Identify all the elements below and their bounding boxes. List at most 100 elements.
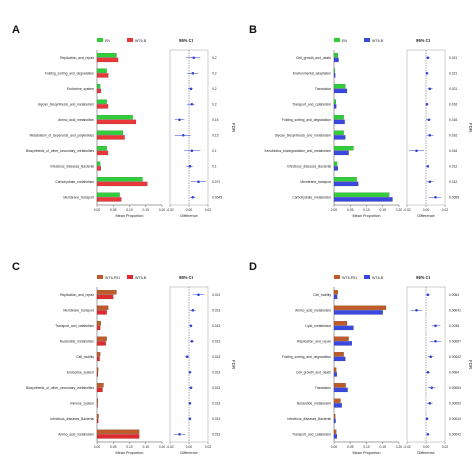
bar bbox=[333, 68, 336, 73]
x-tick-label: 0.02 bbox=[442, 445, 449, 449]
fdr-value: 0.1 bbox=[212, 164, 217, 168]
fdr-value: 0.013 bbox=[212, 417, 220, 421]
category-label: Infectious_diseases_Bacterial bbox=[50, 164, 94, 168]
fdr-label: FDR bbox=[468, 360, 473, 370]
fdr-value: 0.00062 bbox=[449, 355, 461, 359]
bar bbox=[333, 192, 390, 197]
legend-label: WT6-B bbox=[135, 276, 147, 280]
fdr-value: 0.016 bbox=[449, 133, 457, 137]
fdr-value: 0.012 bbox=[449, 180, 457, 184]
ci-point bbox=[178, 118, 181, 122]
x-tick-label: 0.10 bbox=[126, 208, 133, 212]
fdr-value: 0.00067 bbox=[449, 339, 461, 343]
x-tick-label: 0.05 bbox=[110, 208, 117, 212]
panel-c: C WT6-P51 WT6-B 95% CI Replication_and_repa… bbox=[0, 237, 237, 474]
bar bbox=[96, 352, 101, 357]
category-label: Amino_acid_metabolism bbox=[58, 432, 94, 436]
category-label: Cell_motility bbox=[76, 355, 94, 359]
bar bbox=[333, 336, 349, 341]
x-tick-label: 0.00 bbox=[423, 208, 430, 212]
ci-point bbox=[185, 355, 189, 359]
ci-point bbox=[188, 370, 192, 374]
x-tick-label: 0.10 bbox=[363, 208, 370, 212]
bar bbox=[333, 434, 337, 439]
bar bbox=[96, 310, 107, 315]
ci-point bbox=[434, 195, 437, 199]
x-tick-label: 0.02 bbox=[205, 208, 212, 212]
x-tick-label: 0.20 bbox=[396, 208, 403, 212]
bar bbox=[333, 341, 352, 346]
legend-swatch bbox=[364, 275, 370, 279]
category-label: Metabolism_of_terpenoids_and_polyketides bbox=[30, 133, 95, 137]
fdr-value: 0.013 bbox=[212, 432, 220, 436]
x-tick-label: 0.00 bbox=[331, 208, 338, 212]
category-label: Cell_growth_and_death bbox=[296, 370, 331, 374]
ci-point bbox=[178, 432, 181, 436]
x-axis-title: Difference bbox=[417, 214, 434, 218]
fdr-value: 0.2 bbox=[212, 102, 217, 106]
bar bbox=[96, 115, 133, 120]
x-axis-title: Mean Proportion bbox=[352, 451, 380, 455]
bar bbox=[96, 387, 103, 393]
bar bbox=[96, 367, 99, 372]
category-label: Replication_and_repair bbox=[60, 293, 95, 297]
ci-point bbox=[425, 71, 429, 75]
fdr-value: 0.0045 bbox=[212, 195, 222, 199]
legend-label: WT6-B bbox=[372, 39, 384, 43]
ci-point bbox=[190, 149, 194, 153]
bar bbox=[333, 383, 346, 388]
category-label: Replication_and_repair bbox=[297, 339, 332, 343]
category-label: Glycan_biosynthesis_and_metabolism bbox=[275, 133, 332, 137]
bar bbox=[96, 181, 148, 187]
x-tick-label: 0.10 bbox=[126, 445, 133, 449]
legend-swatch bbox=[127, 275, 133, 279]
x-tick-label: 0.00 bbox=[331, 445, 338, 449]
fdr-value: 0.013 bbox=[212, 386, 220, 390]
bar bbox=[333, 372, 337, 377]
fdr-value: 0.012 bbox=[449, 164, 457, 168]
bar bbox=[333, 294, 338, 300]
ci-title: 95% CI bbox=[416, 38, 430, 43]
fdr-label: FDR bbox=[468, 123, 473, 133]
category-label: Biosynthesis_of_other_secondary_metaboli… bbox=[26, 386, 95, 390]
fdr-value: 0.016 bbox=[449, 149, 457, 153]
fdr-value: 0.013 bbox=[212, 339, 220, 343]
x-tick-label: 0.05 bbox=[110, 445, 117, 449]
category-label: Amino_acid_metabolism bbox=[295, 308, 331, 312]
x-tick-label: 0.15 bbox=[380, 208, 387, 212]
panel-label: D bbox=[249, 261, 257, 273]
panel-a: A EN WT6-B 95% CI Replication_and_repair 0.2… bbox=[0, 0, 237, 237]
category-label: Transport_and_catabolism bbox=[292, 432, 331, 436]
legend-label: EN bbox=[105, 39, 110, 43]
x-tick-label: 0.20 bbox=[396, 445, 403, 449]
bar bbox=[96, 429, 140, 434]
x-tick-label: 0.00 bbox=[423, 445, 430, 449]
panel-label: A bbox=[12, 24, 20, 36]
x-tick-label: 0.00 bbox=[94, 208, 101, 212]
x-tick-label: 0.15 bbox=[380, 445, 387, 449]
category-label: Infectious_diseases_Bacterial bbox=[287, 164, 331, 168]
bar bbox=[333, 414, 336, 419]
bar bbox=[96, 398, 99, 403]
fdr-value: 0.013 bbox=[212, 355, 220, 359]
x-tick-label: 0.05 bbox=[347, 208, 354, 212]
bar bbox=[96, 403, 98, 408]
x-tick-label: 0.00 bbox=[94, 445, 101, 449]
ci-point bbox=[434, 339, 437, 343]
bar bbox=[96, 434, 140, 439]
bar bbox=[333, 367, 337, 372]
bar bbox=[96, 99, 107, 104]
ci-point bbox=[191, 308, 195, 312]
bar bbox=[96, 383, 104, 388]
category-label: Membrane_transport bbox=[63, 308, 94, 312]
bar bbox=[96, 197, 122, 202]
bar bbox=[333, 356, 346, 362]
ci-point bbox=[197, 180, 200, 184]
legend-label: WT6-P51 bbox=[105, 276, 120, 280]
category-label: Membrane_transport bbox=[300, 180, 331, 184]
bar bbox=[333, 119, 345, 125]
fdr-value: 0.0064 bbox=[449, 370, 459, 374]
bar bbox=[96, 290, 117, 295]
category-label: Cell_growth_and_death bbox=[296, 56, 331, 60]
x-tick-label: 0.20 bbox=[159, 208, 166, 212]
